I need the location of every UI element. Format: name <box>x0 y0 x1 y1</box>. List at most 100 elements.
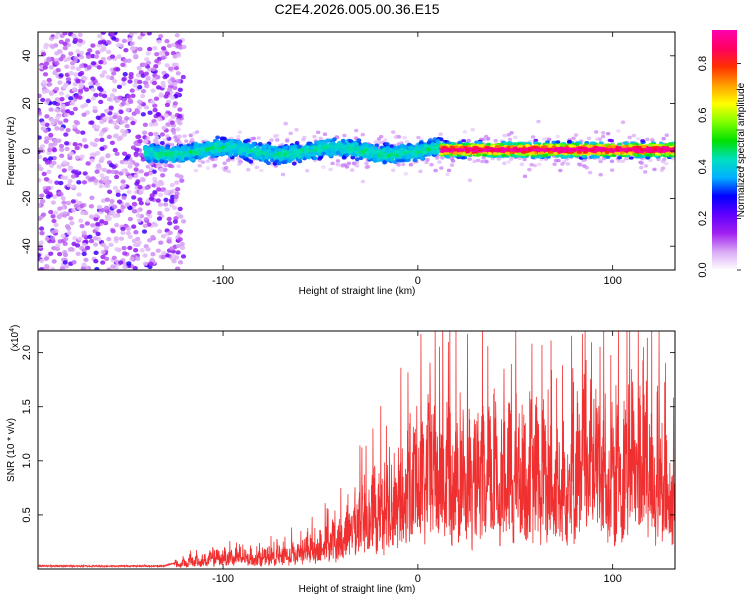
spectrogram-cell <box>193 168 199 173</box>
spectrogram-cell <box>172 101 178 106</box>
spectrogram-cell <box>95 231 101 237</box>
spectrogram-cell <box>132 83 138 88</box>
spectrogram-cell <box>153 96 160 101</box>
spectrogram-cell <box>193 143 199 148</box>
spectrogram-cell <box>50 214 56 219</box>
spectrogram-cell <box>175 243 182 249</box>
spectrogram-cell <box>650 138 655 143</box>
spectrogram-cell <box>151 169 157 174</box>
spectrogram-cell <box>159 132 165 137</box>
spectrogram-cell <box>130 120 136 126</box>
spectrogram-cell <box>39 230 45 236</box>
spectrogram-cell <box>161 251 167 256</box>
spectrogram-cell <box>341 144 347 149</box>
spectrogram-cell <box>660 166 666 170</box>
spectrogram-cell <box>137 184 143 190</box>
spectrogram-cell <box>493 138 498 143</box>
spectrogram-cell <box>157 117 163 122</box>
spectrogram-cell <box>148 196 155 201</box>
spectrogram-cell <box>133 230 139 235</box>
spectrogram-cell <box>81 248 87 253</box>
spectrogram-cell <box>72 236 78 241</box>
spectrogram-cell <box>269 138 274 142</box>
spectrogram-cell <box>38 154 43 160</box>
spectrogram-cell <box>134 162 140 167</box>
spectrogram-cell <box>156 216 163 221</box>
spectrogram-cell <box>111 88 118 93</box>
spectrogram-cell <box>138 200 144 206</box>
spectrogram-cell <box>407 145 413 150</box>
spectrogram-cell <box>150 67 157 72</box>
spectrogram-cell <box>165 122 171 127</box>
spectrogram-cell <box>176 53 182 58</box>
spectrogram-cell <box>296 144 302 149</box>
spectrogram-cell <box>90 43 96 48</box>
spectrogram-cell <box>128 32 135 37</box>
spectrogram-cell <box>121 77 127 82</box>
spectrogram-cell <box>103 220 109 226</box>
spectrogram-cell <box>533 141 538 145</box>
spectrogram-cell <box>224 166 229 170</box>
spectrogram-cell <box>275 133 280 138</box>
spectrogram-cell <box>79 203 85 209</box>
spectrogram-cell <box>565 162 571 166</box>
spectrogram-cell <box>77 32 83 38</box>
spectrogram-cell <box>73 169 79 175</box>
spectrogram-cell <box>54 180 60 185</box>
spectrogram-cell <box>350 155 356 160</box>
spectrogram-cell <box>547 137 552 142</box>
spectrogram-cell <box>620 159 626 163</box>
spectrogram-cell <box>257 142 263 147</box>
spectrogram-cell <box>72 37 79 43</box>
spectrogram-cell <box>118 135 124 140</box>
spectrogram-cell <box>205 166 211 171</box>
spectrogram-cell <box>84 245 91 250</box>
spectrogram-cell <box>41 171 47 177</box>
spectrogram-cell <box>90 87 96 92</box>
spectrogram-cell <box>131 209 137 214</box>
spectrogram-cell <box>426 140 432 145</box>
spectrogram-cell <box>114 98 120 104</box>
spectrogram-cell <box>148 261 154 267</box>
spectrogram-cell <box>390 130 396 134</box>
spectrogram-cell <box>85 161 91 166</box>
spectrogram-cell <box>164 73 170 78</box>
spectrogram-cell <box>210 157 215 162</box>
spectrogram-cell <box>99 156 105 161</box>
spectrogram-cell <box>169 182 175 188</box>
spectrogram-cell <box>322 148 328 153</box>
spectrogram-cell <box>104 175 110 181</box>
spectrogram-cell <box>121 168 127 173</box>
spectrogram-cell <box>213 152 219 157</box>
spectrogram-cell <box>433 168 438 173</box>
spectrogram-cell <box>167 81 174 86</box>
spectrogram-cell <box>74 155 81 160</box>
spectrogram-cell <box>99 119 105 125</box>
spectrogram-cell <box>321 165 326 169</box>
spectrogram-cell <box>163 94 169 99</box>
spectrogram-cell <box>43 177 50 182</box>
spectrogram-cell <box>595 155 600 159</box>
spectrogram-cell <box>105 153 111 158</box>
spectrogram-cell <box>71 184 77 189</box>
spectrogram-cell <box>276 161 282 166</box>
spectrogram-cell <box>354 157 360 162</box>
spectrogram-cell <box>150 99 156 105</box>
spectrogram-cell <box>83 144 89 149</box>
spectrogram-cell <box>58 73 64 78</box>
spectrogram-cell <box>200 160 206 164</box>
spectrogram-cell <box>426 147 431 152</box>
spectrogram-cell <box>609 168 615 172</box>
spectrogram-cell <box>101 70 108 75</box>
spectrogram-cell <box>248 159 254 164</box>
spectrogram-cell <box>67 167 73 172</box>
spectrogram-cell <box>75 66 81 72</box>
spectrogram-cell <box>55 67 61 73</box>
spectrogram-cell <box>115 189 121 194</box>
spectrogram-cell <box>212 163 218 168</box>
spectrogram-cell <box>59 153 65 159</box>
spectrogram-cell <box>73 56 79 61</box>
spectrogram-cell <box>59 266 66 270</box>
spectrogram-cell <box>166 238 172 244</box>
spectrogram-cell <box>627 135 632 140</box>
